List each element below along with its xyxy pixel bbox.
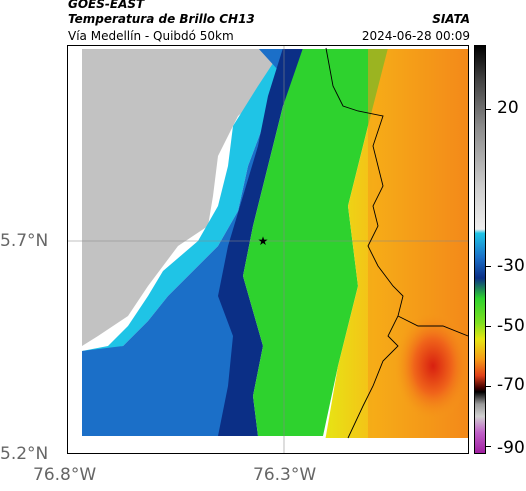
colorbar-tick-1: -30 (497, 256, 525, 276)
region-subtitle: Vía Medellín - Quibdó 50km (68, 29, 234, 43)
colorbar-tick-3: -70 (497, 375, 525, 395)
datetime-label: 2024-06-28 00:09 (361, 29, 470, 43)
colorbar (474, 45, 486, 454)
lat-label-1: 5.2°N (0, 444, 49, 464)
satellite-map[interactable]: ★ (67, 45, 469, 454)
colorbar-tick-2: -50 (497, 316, 525, 336)
lon-label-1: 76.3°W (253, 465, 317, 485)
colorbar-tick-0: 20 (497, 98, 519, 118)
title-satellite: GOES-EAST (68, 0, 145, 11)
colorbar-tick-4: -90 (497, 438, 525, 458)
satellite-map-image: ★ (68, 46, 468, 453)
lat-label-0: 5.7°N (0, 231, 49, 251)
star-marker: ★ (258, 234, 269, 248)
lon-label-0: 76.8°W (33, 465, 97, 485)
organization-label: SIATA (432, 12, 470, 26)
title-product: Temperatura de Brillo CH13 (68, 12, 255, 26)
